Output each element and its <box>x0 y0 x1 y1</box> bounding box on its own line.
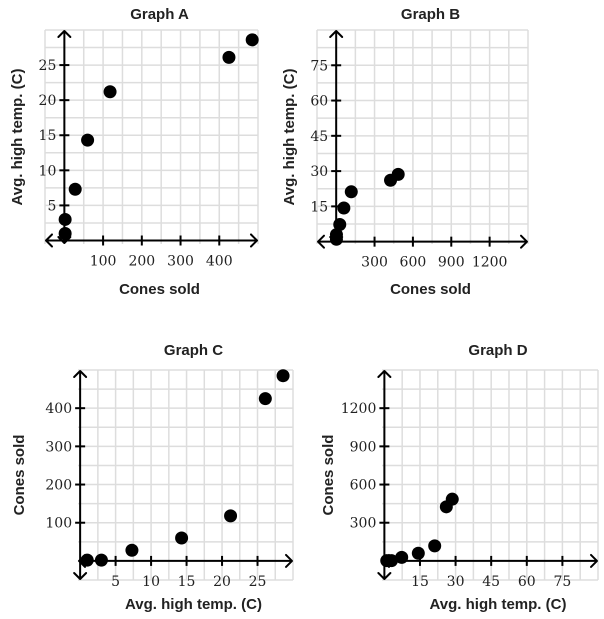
data-point <box>80 553 94 567</box>
chart-graph-d: 15 30 45 60 75 300 600 900 1200 Graph D Avg. high … <box>320 342 599 613</box>
y-tick-label: 5 <box>47 198 56 214</box>
x-tick-label: 15 <box>178 574 196 590</box>
data-point <box>58 212 72 226</box>
data-point <box>125 543 139 557</box>
y-axis-label: Avg. high temp. (C) <box>281 69 298 206</box>
y-tick-label: 15 <box>39 128 57 144</box>
y-tick-label: 300 <box>350 516 377 532</box>
y-tick-label: 100 <box>45 516 72 532</box>
y-axis-arrow-up-icon <box>329 30 344 38</box>
data-point <box>384 554 398 568</box>
y-axis-arrow-up-icon <box>57 30 72 38</box>
y-tick-label: 20 <box>39 93 57 109</box>
data-point <box>337 201 351 215</box>
x-tick-label: 15 <box>411 574 429 590</box>
x-tick-label: 400 <box>206 253 233 269</box>
data-point <box>391 167 405 181</box>
x-tick-label: 75 <box>553 574 571 590</box>
x-tick-label: 600 <box>400 255 427 271</box>
x-axis-label: Avg. high temp. (C) <box>430 596 567 613</box>
x-tick-label: 20 <box>213 574 231 590</box>
chart-graph-c: 5 10 15 20 25 100 200 300 400 Graph C Avg. high te… <box>11 342 294 613</box>
x-axis-arrow-right-icon <box>590 553 598 568</box>
chart-title: Graph D <box>468 342 527 359</box>
data-point <box>329 228 343 242</box>
y-tick-label: 25 <box>39 58 57 74</box>
x-tick-label: 45 <box>482 574 500 590</box>
y-tick-label: 600 <box>350 478 377 494</box>
x-axis-label: Cones sold <box>119 281 200 298</box>
y-tick-label: 10 <box>39 163 57 179</box>
data-point <box>276 369 290 383</box>
x-tick-label: 1200 <box>472 255 508 271</box>
data-point <box>222 50 236 64</box>
y-axis-arrow-up-icon <box>377 370 392 378</box>
y-tick-label: 45 <box>310 129 328 145</box>
chart-graph-b: 300 600 900 1200 15 30 45 60 75 Graph B Cones sold… <box>281 6 529 298</box>
y-tick-label: 75 <box>310 58 328 74</box>
y-axis-arrow-down-icon <box>377 572 392 580</box>
x-axis-arrow-left-icon <box>317 234 325 249</box>
x-axis-label: Cones sold <box>390 281 471 298</box>
y-tick-label: 60 <box>310 94 328 110</box>
data-point <box>68 182 82 196</box>
data-point <box>411 546 425 560</box>
y-tick-label: 1200 <box>341 401 377 417</box>
y-tick-label: 900 <box>350 439 377 455</box>
grid <box>382 369 599 581</box>
y-tick-label: 200 <box>45 478 72 494</box>
y-tick-label: 300 <box>45 439 72 455</box>
y-axis-label: Avg. high temp. (C) <box>9 69 26 206</box>
chart-graph-a: 100 200 300 400 5 10 15 20 25 Graph A Cones sold Av… <box>9 6 259 298</box>
data-point <box>245 33 259 47</box>
y-tick-label: 400 <box>45 401 72 417</box>
x-axis-arrow-left-icon <box>45 233 53 248</box>
chart-title: Graph A <box>130 6 189 23</box>
data-point <box>395 550 409 564</box>
y-axis-arrow-up-icon <box>73 370 88 378</box>
x-tick-label: 300 <box>361 255 388 271</box>
y-tick-label: 15 <box>310 199 328 215</box>
x-tick-label: 60 <box>518 574 536 590</box>
x-axis-arrow-right-icon <box>520 234 528 249</box>
x-tick-label: 100 <box>90 253 117 269</box>
x-tick-label: 5 <box>111 574 120 590</box>
y-axis-arrow-down-icon <box>73 572 88 580</box>
x-tick-label: 200 <box>128 253 155 269</box>
data-point <box>258 392 272 406</box>
grid <box>316 29 529 244</box>
x-tick-label: 900 <box>438 255 465 271</box>
x-axis-label: Avg. high temp. (C) <box>125 596 262 613</box>
data-point <box>428 539 442 553</box>
x-tick-label: 25 <box>249 574 267 590</box>
y-tick-label: 30 <box>310 164 328 180</box>
data-point <box>94 553 108 567</box>
data-point <box>175 531 189 545</box>
x-axis-arrow-right-icon <box>250 233 258 248</box>
y-axis-label: Cones sold <box>11 435 28 516</box>
y-axis-label: Cones sold <box>320 435 337 516</box>
data-point <box>344 185 358 199</box>
data-point <box>103 85 117 99</box>
chart-title: Graph C <box>164 342 223 359</box>
data-point <box>58 226 72 240</box>
data-point <box>333 217 347 231</box>
x-axis-arrow-right-icon <box>285 553 293 568</box>
data-point <box>445 492 459 506</box>
data-point <box>224 509 238 523</box>
x-tick-label: 10 <box>142 574 160 590</box>
chart-title: Graph B <box>401 6 460 23</box>
x-tick-label: 30 <box>447 574 465 590</box>
data-point <box>81 133 95 147</box>
x-tick-label: 300 <box>167 253 194 269</box>
